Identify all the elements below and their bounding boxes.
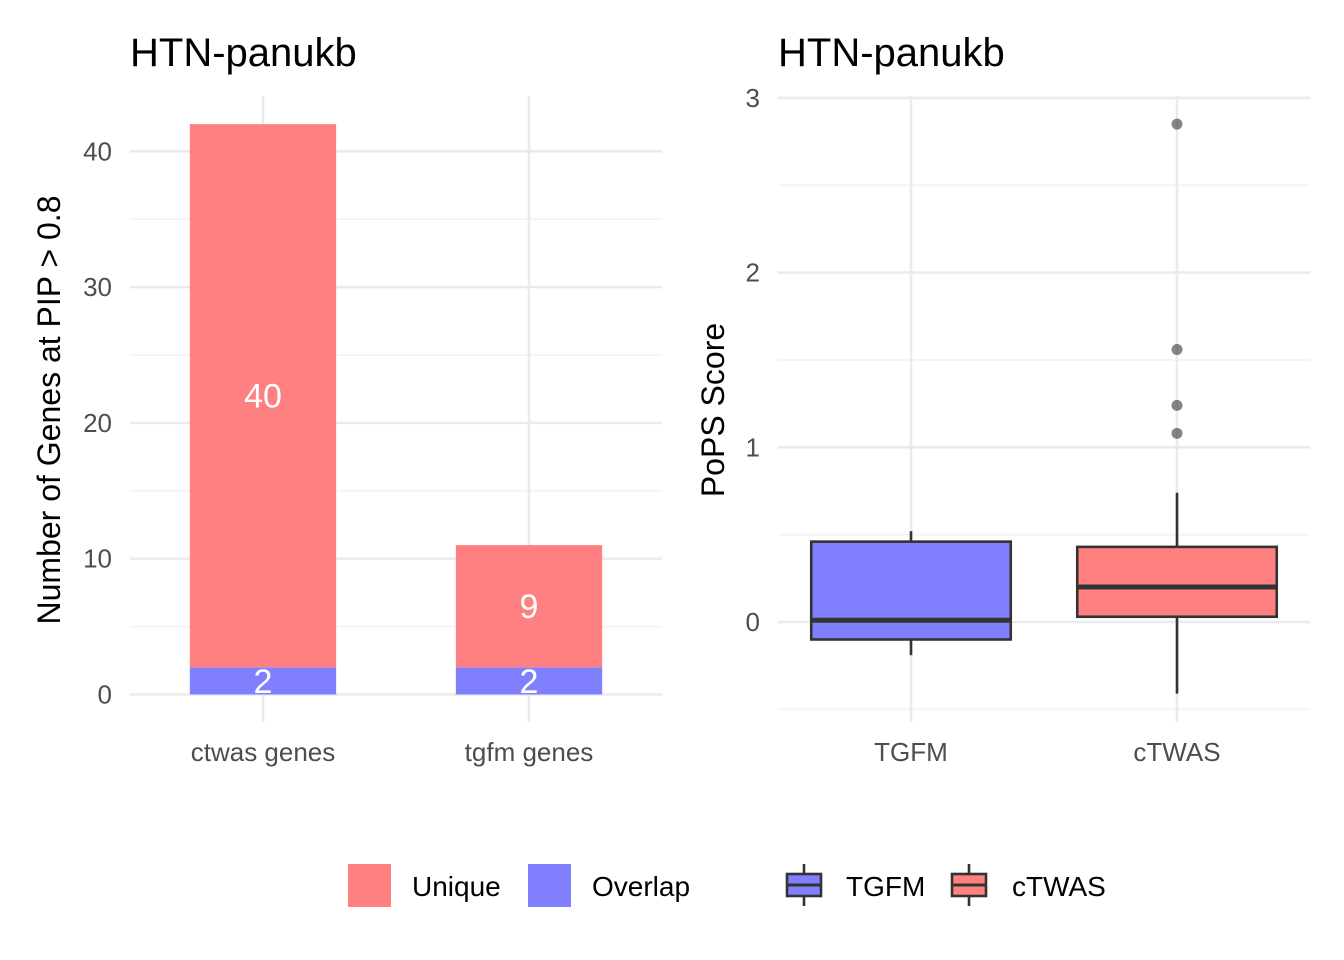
legend-label-ctwas: cTWAS [1012,871,1106,902]
bar-y-tick-label: 20 [83,408,112,438]
bar-data-label: 9 [520,588,539,626]
bar-overlap [189,667,337,695]
bar-y-tick-label: 10 [83,544,112,574]
box-tgfm [809,531,1013,656]
bar-x-tick-label: ctwas genes [191,737,336,767]
box-x-tick-labels: TGFM cTWAS [874,737,1220,767]
bar-y-tick-label: 40 [83,136,112,166]
bar-x-tick-labels: ctwas genes tgfm genes [191,737,594,767]
legend-swatch-unique [348,864,391,907]
box-outlier-point [1171,399,1183,411]
box-x-tick-label: TGFM [874,737,948,767]
box-legend: TGFM cTWAS [785,864,1106,906]
legend-key-ctwas [950,864,988,906]
bar-y-tick-label: 30 [83,272,112,302]
legend-key-tgfm [785,864,823,906]
box-y-tick-label: 1 [746,432,760,462]
box-outlier-point [1171,343,1183,355]
legend-label-unique: Unique [412,871,501,902]
bar-y-axis-title: Number of Genes at PIP > 0.8 [31,196,67,625]
legend-swatch-overlap [528,864,571,907]
box-chart-title: HTN-panukb [778,31,1005,75]
bar-y-tick-labels: 0 10 20 30 40 [83,136,112,709]
legend-label-overlap: Overlap [592,871,690,902]
box-ctwas [1075,118,1279,694]
bar-marks [189,124,603,695]
bar-data-label: 40 [244,378,282,416]
box-y-tick-label: 2 [746,258,760,288]
bar-legend: Unique Overlap [348,864,690,907]
box-panel: HTN-panukb 0 1 2 3 TGFM cTWAS PoPS Score [695,31,1310,767]
bar-data-labels: 2 40 2 9 [244,378,538,701]
bar-x-tick-label: tgfm genes [465,737,594,767]
box-body [1075,545,1279,619]
box-body [809,540,1013,641]
box-x-tick-label: cTWAS [1133,737,1220,767]
box-y-tick-label: 0 [746,607,760,637]
box-marks [809,118,1279,694]
box-outlier-point [1171,427,1183,439]
bar-data-label: 2 [254,663,273,701]
bar-chart-title: HTN-panukb [130,31,357,75]
bar-data-label: 2 [520,663,539,701]
legend-label-tgfm: TGFM [846,871,925,902]
bar-panel: HTN-panukb 0 10 20 30 40 ctwas genes tgfm gen… [31,31,662,767]
bar-y-tick-label: 0 [98,680,112,710]
bar-overlap [455,667,603,695]
bar-unique [455,545,603,668]
box-y-axis-title: PoPS Score [695,323,731,497]
bar-unique [189,124,337,668]
box-y-tick-label: 3 [746,83,760,113]
box-outlier-point [1171,118,1183,130]
box-y-tick-labels: 0 1 2 3 [746,83,760,637]
